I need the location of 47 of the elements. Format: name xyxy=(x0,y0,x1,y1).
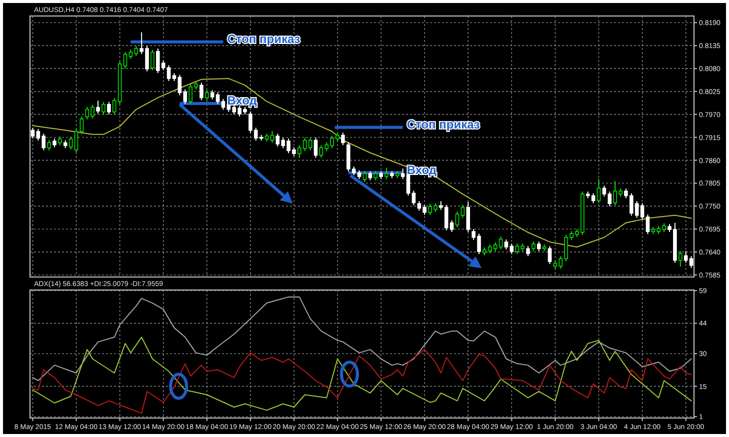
candlestick xyxy=(204,90,209,101)
line-series xyxy=(32,78,692,248)
candlestick xyxy=(384,167,388,180)
candlestick xyxy=(68,136,73,150)
candlestick xyxy=(30,127,35,140)
annotation: Стоп приказ xyxy=(406,117,480,132)
candlestick xyxy=(455,211,460,228)
candlestick xyxy=(678,250,682,268)
candlestick xyxy=(74,128,78,153)
candlestick xyxy=(548,246,552,265)
candlestick xyxy=(200,82,204,101)
candlestick xyxy=(96,100,100,114)
candlestick xyxy=(460,204,465,218)
candlestick xyxy=(526,246,530,257)
annotation: Стоп приказ xyxy=(227,32,300,46)
candlestick xyxy=(210,90,214,100)
candlestick xyxy=(646,214,650,235)
candlestick xyxy=(536,241,541,252)
candlestick xyxy=(640,202,644,220)
candlestick xyxy=(596,178,601,204)
candlestick xyxy=(221,98,226,110)
candlestick xyxy=(466,201,470,232)
candlestick xyxy=(412,190,416,206)
candlestick xyxy=(532,241,536,252)
candlestick xyxy=(308,137,312,151)
candlestick xyxy=(504,238,508,250)
candlestick xyxy=(123,51,128,70)
candlestick xyxy=(102,101,106,115)
candlestick xyxy=(498,236,503,250)
candlestick xyxy=(150,49,154,71)
annotation: Вход xyxy=(227,94,258,108)
line-series xyxy=(32,349,692,414)
candlestick xyxy=(368,170,372,181)
candlestick xyxy=(510,243,514,255)
candlestick xyxy=(400,168,405,180)
candlestick xyxy=(107,101,111,115)
candlestick xyxy=(80,116,84,134)
candlestick xyxy=(362,170,367,182)
line-series xyxy=(32,336,692,411)
candlestick xyxy=(166,64,171,82)
line-series xyxy=(32,296,692,382)
candlestick xyxy=(270,130,274,144)
candlestick xyxy=(341,132,345,146)
candlestick xyxy=(47,140,51,151)
candlestick xyxy=(216,92,220,104)
candlestick xyxy=(374,170,378,181)
candlestick xyxy=(314,137,318,158)
